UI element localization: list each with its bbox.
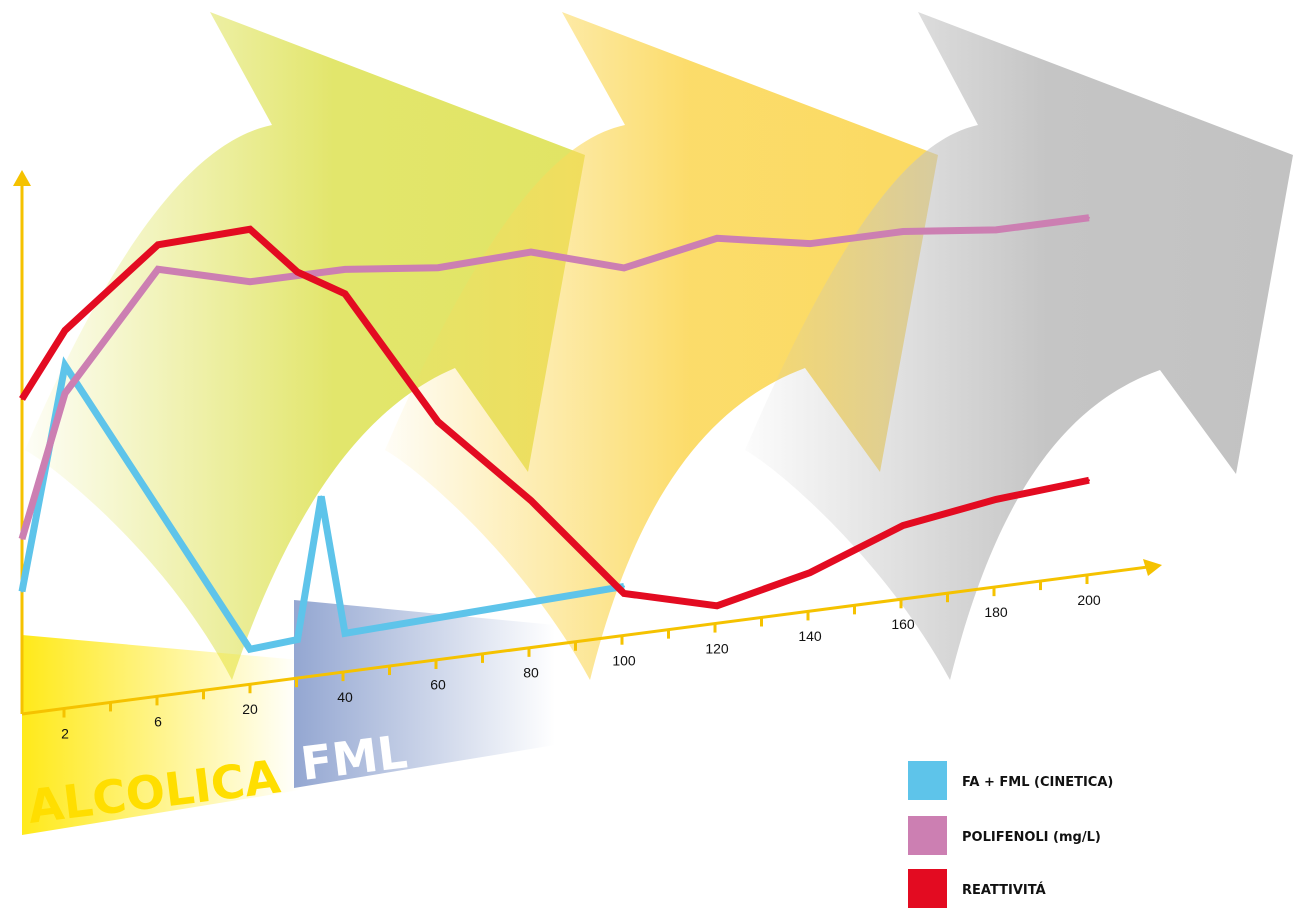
- data-point-polifenoli: [64, 392, 66, 395]
- legend: FA + FML (CINETICA) POLIFENOLI (mg/L) RE…: [908, 761, 1113, 908]
- data-point-polifenoli: [716, 237, 718, 240]
- data-point-reattivita: [64, 329, 66, 332]
- data-point-polifenoli: [157, 268, 159, 271]
- data-point-polifenoli: [809, 242, 811, 245]
- data-point-reattivita: [21, 398, 23, 400]
- data-point-polifenoli: [902, 230, 904, 233]
- data-point-polifenoli: [344, 268, 346, 271]
- data-point-polifenoli: [249, 280, 251, 283]
- data-point-fa-fml: [344, 632, 346, 635]
- x-tick-label: 2: [61, 725, 69, 741]
- x-tick-label: 6: [154, 713, 162, 729]
- data-point-fa-fml: [64, 364, 66, 367]
- data-point-fa-fml: [623, 585, 625, 588]
- data-point-polifenoli: [623, 266, 625, 269]
- x-tick-label: 20: [242, 701, 258, 717]
- data-point-reattivita: [716, 604, 718, 607]
- data-point-reattivita: [995, 498, 997, 501]
- data-point-polifenoli: [21, 538, 23, 540]
- series-lines: [18, 214, 1090, 654]
- data-point-reattivita: [344, 292, 346, 295]
- legend-swatch-reattivita: [908, 869, 947, 908]
- series-line-reattivita: [19, 225, 1090, 610]
- fml-phase-band: [294, 600, 555, 788]
- data-point-polifenoli: [995, 228, 997, 231]
- legend-label-polifenoli: POLIFENOLI (mg/L): [962, 830, 1101, 845]
- data-point-reattivita: [157, 243, 159, 246]
- data-point-fa-fml: [296, 638, 299, 641]
- data-point-reattivita: [1088, 479, 1090, 482]
- data-point-fa-fml: [21, 590, 23, 593]
- decorative-arrow-2: [385, 12, 938, 680]
- x-tick-label: 60: [430, 677, 446, 693]
- x-axis: [21, 559, 1162, 716]
- data-point-reattivita: [437, 420, 439, 423]
- data-point-reattivita: [623, 592, 625, 595]
- data-point-reattivita: [249, 228, 251, 231]
- x-tick-label: 200: [1077, 592, 1101, 608]
- legend-swatch-fa-fml: [908, 761, 947, 800]
- data-point-polifenoli: [1088, 216, 1090, 219]
- x-tick-label: 80: [523, 665, 539, 681]
- data-point-polifenoli: [530, 251, 532, 254]
- data-point-reattivita: [902, 524, 904, 527]
- data-point-polifenoli: [437, 266, 439, 269]
- x-tick-label: 180: [984, 604, 1008, 620]
- y-axis: [13, 170, 31, 714]
- phase-label-fml: FML: [298, 724, 410, 791]
- data-point-fa-fml: [249, 648, 251, 651]
- alcolica-phase-band: [22, 635, 300, 835]
- decorative-arrow-3: [745, 12, 1293, 680]
- x-tick-label: 140: [798, 628, 822, 644]
- x-tick-label: 160: [891, 616, 915, 632]
- x-axis-tick-labels: 2 6 20 40 60 80 100 120 140 160 180 200: [61, 592, 1101, 742]
- x-tick-label: 120: [705, 640, 729, 656]
- x-tick-label: 100: [612, 652, 636, 668]
- x-tick-label: 40: [337, 689, 353, 705]
- x-axis-ticks: [62, 575, 1089, 718]
- legend-swatch-polifenoli: [908, 816, 947, 855]
- legend-label-reattivita: REATTIVITÁ: [962, 882, 1046, 898]
- data-point-fa-fml: [320, 495, 323, 498]
- data-point-reattivita: [296, 271, 299, 274]
- legend-label-fa-fml: FA + FML (CINETICA): [962, 775, 1113, 790]
- data-point-reattivita: [530, 499, 532, 502]
- data-point-reattivita: [809, 571, 811, 574]
